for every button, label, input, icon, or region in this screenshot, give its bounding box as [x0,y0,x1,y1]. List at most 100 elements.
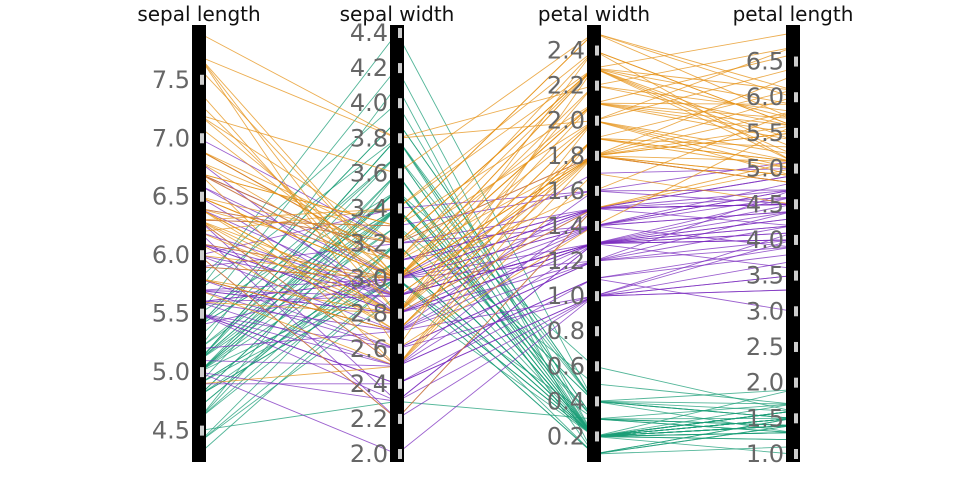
axis-petal_width[interactable]: petal width 0.2 0.4 0.6 0.8 1.0 1.2 1.4 1.6 1.8 2.… [538,2,650,462]
tick-label-petal_length-9: 5.5 [746,119,784,147]
tick-label-petal_width-7: 1.6 [547,177,585,205]
tick-label-sepal_width-8: 3.6 [350,159,388,187]
data-line-virginica-35 [198,125,794,350]
axis-tick-petal_width-2 [595,361,599,372]
axis-tick-sepal_length-4 [200,191,204,202]
axis-tick-petal_length-5 [794,270,798,281]
axis-tick-sepal_length-6 [200,74,204,85]
tick-label-sepal_width-6: 3.2 [350,230,388,258]
axis-tick-petal_length-7 [794,199,798,210]
data-line-virginica-49 [198,67,794,233]
axis-tick-sepal_length-2 [200,308,204,319]
axis-bar-petal_width[interactable] [587,25,601,462]
tick-label-petal_width-4: 1.0 [547,282,585,310]
tick-label-petal_width-6: 1.4 [547,212,585,240]
axis-tick-petal_width-4 [595,291,599,302]
data-line-virginica-36 [198,56,794,280]
tick-label-petal_length-1: 1.5 [746,404,784,432]
data-line-versicolor-49 [198,278,794,367]
axis-tick-sepal_width-4 [398,308,402,319]
data-line-versicolor-50 [198,232,794,315]
series-virginica [198,32,794,420]
data-line-virginica-18 [198,46,794,139]
tick-label-sepal_length-5: 7.0 [152,124,190,152]
tick-label-petal_length-7: 4.5 [746,190,784,218]
axis-sepal_length[interactable]: sepal length 4.5 5.0 5.5 6.0 6.5 7.0 7.5 [137,2,261,462]
axis-tick-petal_length-4 [794,306,798,317]
axis-title-petal_width: petal width [538,2,650,26]
tick-label-petal_length-10: 6.0 [746,83,784,111]
tick-label-petal_width-11: 2.4 [547,37,585,65]
data-line-versicolor-32 [198,260,794,385]
data-line-setosa-9 [198,295,794,443]
data-line-virginica-38 [198,132,794,262]
axis-tick-sepal_width-5 [398,273,402,284]
axis-tick-sepal_width-8 [398,168,402,179]
axis-tick-petal_length-10 [794,92,798,103]
data-line-versicolor-44 [198,289,794,402]
axis-tick-sepal_length-5 [200,133,204,144]
axis-tick-petal_length-9 [794,127,798,138]
tick-label-sepal_length-0: 4.5 [152,417,190,445]
tick-label-petal_width-0: 0.2 [547,422,585,450]
data-line-setosa-42 [198,400,794,434]
data-line-versicolor-43 [198,239,794,350]
tick-label-sepal_length-3: 6.0 [152,241,190,269]
tick-label-petal_length-11: 6.5 [746,48,784,76]
polylines-layer [198,32,794,455]
axis-tick-petal_length-0 [794,449,798,459]
axis-tick-petal_length-11 [794,56,798,67]
tick-label-sepal_length-4: 6.5 [152,183,190,211]
tick-label-petal_length-4: 3.0 [746,297,784,325]
tick-label-sepal_width-5: 3.0 [350,265,388,293]
axis-bar-sepal_length[interactable] [192,25,206,462]
data-line-virginica-47 [198,137,794,367]
axis-tick-petal_width-11 [595,45,599,56]
axis-tick-petal_width-7 [595,185,599,196]
axis-title-sepal_length: sepal length [137,2,260,26]
tick-label-petal_width-3: 0.8 [547,317,585,345]
axis-tick-petal_width-10 [595,80,599,91]
tick-label-petal_width-1: 0.4 [547,387,585,415]
axis-tick-petal_width-6 [595,220,599,231]
tick-label-sepal_width-10: 4.0 [350,89,388,117]
axis-tick-sepal_length-0 [200,425,204,436]
tick-label-sepal_width-4: 2.8 [350,300,388,328]
axis-tick-petal_width-5 [595,256,599,267]
tick-label-petal_width-8: 1.8 [547,142,585,170]
tick-label-petal_length-6: 4.0 [746,226,784,254]
tick-label-sepal_width-12: 4.4 [350,19,388,47]
axis-tick-sepal_width-1 [398,413,402,424]
axis-petal_length[interactable]: petal length 1.0 1.5 2.0 2.5 3.0 3.5 4.0 4.5 5.0 5… [733,2,854,468]
tick-label-sepal_width-0: 2.0 [350,440,388,468]
tick-label-petal_length-0: 1.0 [746,440,784,468]
data-line-virginica-50 [198,155,794,280]
axis-tick-petal_length-3 [794,341,798,352]
axis-tick-petal_length-8 [794,163,798,174]
axis-tick-sepal_width-6 [398,238,402,249]
tick-label-sepal_width-1: 2.2 [350,405,388,433]
axis-tick-sepal_width-9 [398,133,402,144]
axis-tick-petal_width-3 [595,326,599,337]
axis-tick-sepal_length-1 [200,367,204,378]
axis-tick-petal_width-9 [595,115,599,126]
tick-label-petal_length-8: 5.0 [746,155,784,183]
tick-label-petal_length-2: 2.0 [746,369,784,397]
axis-title-sepal_width: sepal width [340,2,455,26]
axis-tick-sepal_width-12 [398,28,402,38]
tick-label-sepal_length-6: 7.5 [152,66,190,94]
tick-label-sepal_width-9: 3.8 [350,124,388,152]
tick-label-petal_width-10: 2.2 [547,72,585,100]
data-line-virginica-10 [198,32,794,174]
axis-tick-sepal_length-3 [200,250,204,261]
axis-tick-petal_length-6 [794,234,798,245]
axis-tick-petal_length-1 [794,413,798,424]
data-line-virginica-46 [198,67,794,280]
axis-title-petal_length: petal length [733,2,854,26]
axis-tick-petal_width-1 [595,396,599,407]
data-line-virginica-44 [198,67,794,245]
axes-layer: sepal length 4.5 5.0 5.5 6.0 6.5 7.0 7.5 sepal w… [137,2,853,468]
axis-sepal_width[interactable]: sepal width 2.0 2.2 2.4 2.6 2.8 3.0 3.2 3.4 3.6 3.… [340,2,455,468]
